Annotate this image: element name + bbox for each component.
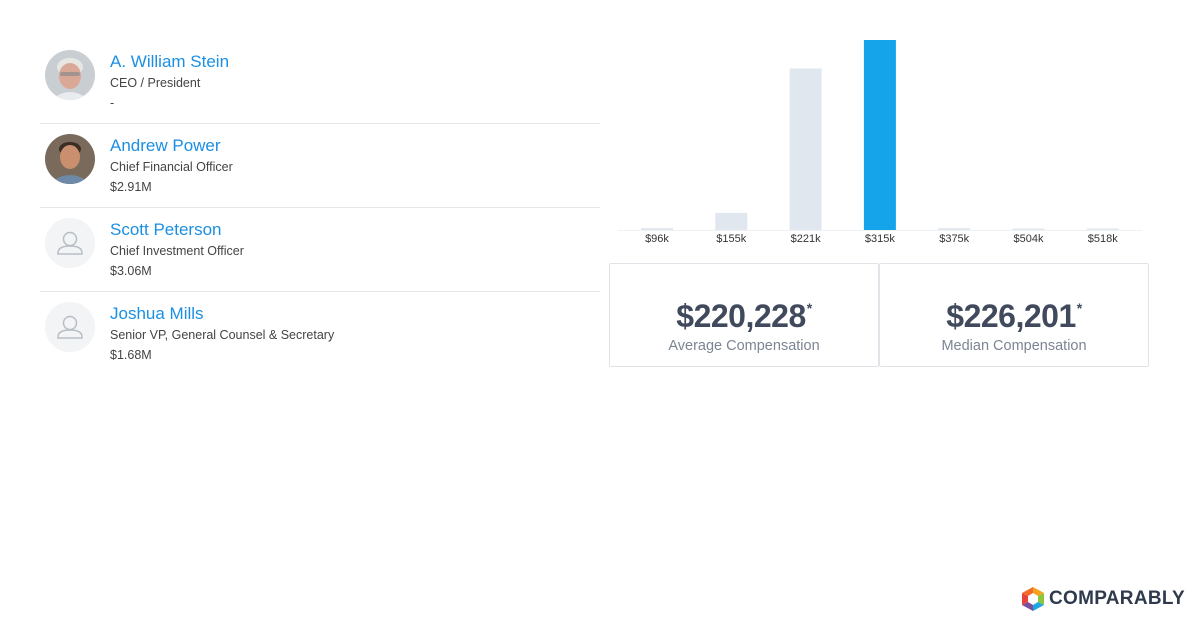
footnote-mark: *: [1076, 300, 1082, 316]
x-tick-label: $504k: [1014, 233, 1044, 245]
executive-list: A. William Stein CEO / President - Andre…: [40, 40, 600, 375]
x-tick-label: $155k: [716, 233, 746, 245]
x-tick-label: $221k: [791, 233, 821, 245]
executive-row[interactable]: A. William Stein CEO / President -: [40, 40, 600, 124]
x-tick-label: $315k: [865, 233, 895, 245]
median-compensation-value: $226,201*: [946, 298, 1082, 334]
executive-row[interactable]: Andrew Power Chief Financial Officer $2.…: [40, 124, 600, 208]
average-compensation-card: $220,228* Average Compensation: [609, 263, 879, 367]
executive-name[interactable]: Joshua Mills: [110, 304, 204, 323]
executive-compensation: $1.68M: [110, 348, 152, 362]
executive-title: Chief Investment Officer: [110, 244, 244, 258]
executive-title: Senior VP, General Counsel & Secretary: [110, 328, 335, 342]
bar-$221k[interactable]: [789, 68, 822, 231]
executive-title: Chief Financial Officer: [110, 160, 233, 174]
comparably-logo-icon: [1022, 587, 1044, 611]
bar-$504k[interactable]: [1012, 228, 1045, 231]
executive-title: CEO / President: [110, 76, 201, 90]
brand-name: COMPARABLY: [1049, 588, 1186, 609]
executive-name[interactable]: A. William Stein: [110, 52, 230, 71]
median-compensation-label: Median Compensation: [941, 338, 1087, 354]
executive-name[interactable]: Andrew Power: [110, 136, 221, 155]
bar-$96k[interactable]: [641, 228, 673, 230]
avatar[interactable]: [45, 134, 95, 184]
average-compensation-value: $220,228*: [676, 298, 812, 334]
median-compensation-card: $226,201* Median Compensation: [879, 263, 1149, 367]
x-tick-label: $375k: [939, 233, 969, 245]
footnote-mark: *: [806, 300, 812, 316]
avatar-placeholder-icon[interactable]: [45, 218, 95, 268]
x-tick-label: $96k: [645, 233, 669, 245]
avatar[interactable]: [45, 50, 95, 100]
executive-row[interactable]: Scott Peterson Chief Investment Officer …: [40, 208, 600, 292]
x-tick-label: $518k: [1088, 233, 1118, 245]
executive-compensation: -: [110, 96, 115, 110]
executive-name[interactable]: Scott Peterson: [110, 220, 222, 239]
bar-$315k[interactable]: [863, 40, 896, 230]
executive-row[interactable]: Joshua Mills Senior VP, General Counsel …: [40, 292, 600, 375]
executive-compensation: $2.91M: [110, 180, 152, 194]
bar-$375k[interactable]: [938, 228, 971, 230]
bar-$518k[interactable]: [1086, 228, 1119, 231]
avatar-placeholder-icon[interactable]: [45, 302, 95, 352]
bar-$155k[interactable]: [715, 212, 748, 230]
average-compensation-label: Average Compensation: [668, 338, 820, 354]
compensation-bar-chart: $96k $155k $221k $315k $375k $504k $518k: [618, 40, 1142, 245]
executive-compensation: $3.06M: [110, 264, 152, 278]
